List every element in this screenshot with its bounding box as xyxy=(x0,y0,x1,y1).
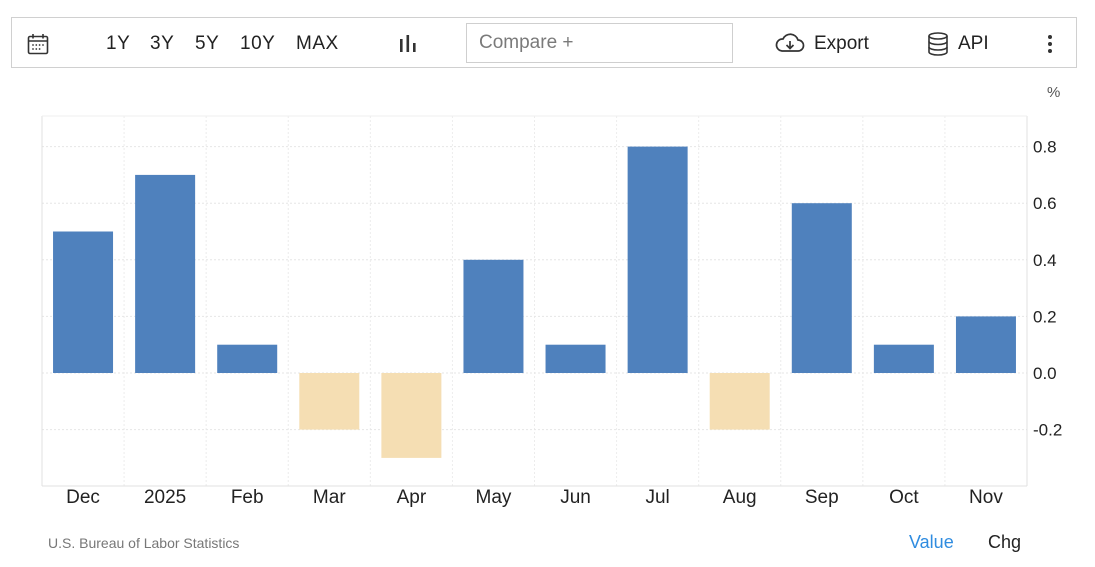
cloud-download-icon xyxy=(774,32,806,56)
x-tick-label: Oct xyxy=(889,487,919,508)
tab-value[interactable]: Value xyxy=(909,532,954,552)
x-tick-label: 2025 xyxy=(144,487,186,508)
bar-dec xyxy=(53,231,114,373)
bar-sep xyxy=(791,203,852,373)
range-3y-button[interactable]: 3Y xyxy=(150,32,175,54)
bar-jun xyxy=(545,344,606,373)
y-tick-label: 0.6 xyxy=(1033,194,1057,213)
x-tick-label: Jul xyxy=(645,487,669,508)
bar-nov xyxy=(955,316,1016,373)
y-tick-label: 0.4 xyxy=(1033,251,1057,270)
x-tick-label: Jun xyxy=(560,487,591,508)
export-label: Export xyxy=(814,32,869,54)
x-tick-label: Sep xyxy=(805,487,839,508)
bar-2025 xyxy=(135,174,196,373)
y-tick-label: 0.2 xyxy=(1033,307,1057,326)
database-icon xyxy=(926,31,950,57)
api-label: API xyxy=(958,32,989,54)
x-tick-label: Aug xyxy=(723,487,757,508)
y-tick-label: -0.2 xyxy=(1033,421,1062,440)
range-10y-button[interactable]: 10Y xyxy=(240,32,276,54)
bar-may xyxy=(463,259,524,373)
x-tick-label: Dec xyxy=(66,487,100,508)
range-1y-button[interactable]: 1Y xyxy=(106,32,131,54)
bar-apr xyxy=(381,373,442,458)
x-tick-label: Mar xyxy=(313,487,346,508)
bar-jul xyxy=(627,146,688,373)
tab-chg[interactable]: Chg xyxy=(988,532,1022,552)
bar-chart-icon[interactable] xyxy=(397,18,419,69)
range-5y-button[interactable]: 5Y xyxy=(195,32,220,54)
bar-oct xyxy=(873,344,934,373)
x-tick-label: Nov xyxy=(969,487,1003,508)
x-tick-label: May xyxy=(476,487,512,508)
bar-feb xyxy=(217,344,278,373)
calendar-icon[interactable] xyxy=(26,18,50,69)
range-max-button[interactable]: MAX xyxy=(296,32,339,54)
chart-toolbar: 1Y 3Y 5Y 10Y MAX Export xyxy=(11,17,1077,68)
x-tick-label: Feb xyxy=(231,487,264,508)
y-unit-label: % xyxy=(1047,84,1060,101)
bar-aug xyxy=(709,373,770,430)
source-label: U.S. Bureau of Labor Statistics xyxy=(48,535,240,551)
y-tick-label: 0.0 xyxy=(1033,364,1057,383)
bar-chart: 0.8 0.6 0.4 0.2 0.0 -0.2% Dec 2025 Feb Mar Apr May J… xyxy=(41,84,1062,508)
y-tick-label: 0.8 xyxy=(1033,138,1057,157)
export-button[interactable]: Export xyxy=(774,18,869,69)
bar-mar xyxy=(299,373,360,430)
api-button[interactable]: API xyxy=(926,18,989,69)
x-tick-label: Apr xyxy=(397,487,427,508)
compare-input[interactable] xyxy=(466,23,733,63)
more-vertical-icon[interactable] xyxy=(1042,18,1058,69)
chart-area: 0.8 0.6 0.4 0.2 0.0 -0.2% Dec 2025 Feb Mar Apr May J… xyxy=(0,68,1095,567)
